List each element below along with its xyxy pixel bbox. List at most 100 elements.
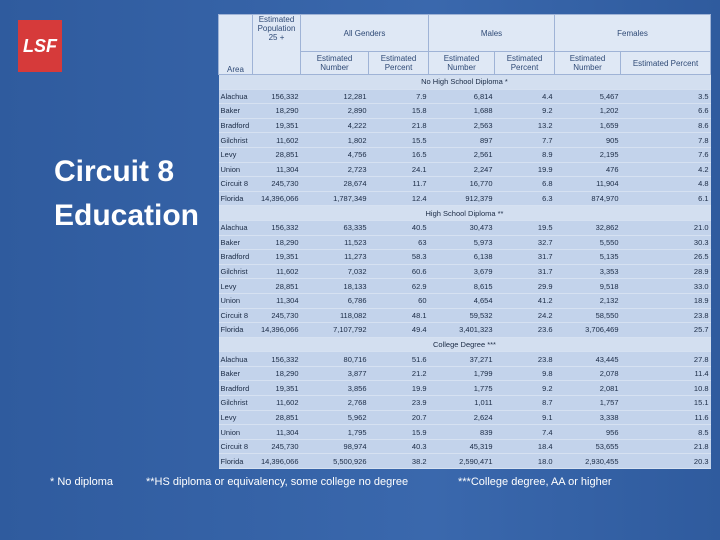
area-name: Florida <box>218 191 253 207</box>
cell: 11,602 <box>252 395 301 411</box>
cell: 14,396,066 <box>252 191 301 207</box>
cell: 30,473 <box>428 220 495 236</box>
data-row: Florida 14,396,066 7,107,792 49.4 3,401,323 2… <box>218 322 711 338</box>
cell: 7.7 <box>494 132 555 148</box>
cell: 8.6 <box>620 118 711 134</box>
data-row: Levy 28,851 5,962 20.7 2,624 9.1 3,338 11.6 <box>218 410 711 426</box>
cell: 1,757 <box>554 395 621 411</box>
sub-header: Estimated Percent <box>620 51 712 75</box>
cell: 19.9 <box>494 162 555 178</box>
cell: 24.2 <box>494 308 555 324</box>
data-row: Baker 18,290 2,890 15.8 1,688 9.2 1,202 6.6 <box>218 103 711 119</box>
cell: 156,332 <box>252 89 301 105</box>
data-row: Bradford 19,351 4,222 21.8 2,563 13.2 1,659 8.6 <box>218 118 711 134</box>
cell: 4.2 <box>620 162 711 178</box>
data-row: Levy 28,851 18,133 62.9 8,615 29.9 9,518 33.0 <box>218 278 711 294</box>
area-name: Circuit 8 <box>218 308 253 324</box>
area-name: Gilchrist <box>218 395 253 411</box>
cell: 4.8 <box>620 176 711 192</box>
cell: 28.9 <box>620 264 711 280</box>
data-row: Circuit 8 245,730 28,674 11.7 16,770 6.8 11,90… <box>218 176 711 192</box>
cell: 60.6 <box>368 264 429 280</box>
data-row: Gilchrist 11,602 7,032 60.6 3,679 31.7 3,353 28… <box>218 264 711 280</box>
cell: 11,602 <box>252 264 301 280</box>
table-header: Area Estimated Population 25 + All Gende… <box>218 14 712 75</box>
cell: 2,132 <box>554 293 621 309</box>
cell: 8,615 <box>428 278 495 294</box>
cell: 9.1 <box>494 410 555 426</box>
area-name: Bradford <box>218 249 253 265</box>
cell: 23.8 <box>620 308 711 324</box>
cell: 40.3 <box>368 439 429 455</box>
area-name: Baker <box>218 103 253 119</box>
cell: 15.5 <box>368 132 429 148</box>
cell: 7.6 <box>620 147 711 163</box>
cell: 2,081 <box>554 380 621 397</box>
cell: 12,281 <box>300 89 369 105</box>
cell: 49.4 <box>368 322 429 338</box>
cell: 1,795 <box>300 424 369 440</box>
cell: 15.1 <box>620 395 711 411</box>
cell: 21.8 <box>368 118 429 134</box>
area-name: Union <box>218 293 253 309</box>
cell: 6,814 <box>428 89 495 105</box>
area-name: Florida <box>218 322 253 338</box>
cell: 2,930,455 <box>554 453 621 470</box>
data-row: Florida 14,396,066 5,500,926 38.2 2,590,471 1… <box>218 453 711 470</box>
cell: 28,851 <box>252 147 301 163</box>
cell: 19,351 <box>252 380 301 397</box>
cell: 6.8 <box>494 176 555 192</box>
section-label: High School Diploma ** <box>218 205 711 221</box>
cell: 59,532 <box>428 308 495 324</box>
cell: 6.1 <box>620 191 711 207</box>
cell: 19.5 <box>494 220 555 236</box>
footnote: **HS diploma or equivalency, some colleg… <box>146 476 409 488</box>
cell: 1,802 <box>300 132 369 148</box>
cell: 7.4 <box>494 424 555 440</box>
cell: 10.8 <box>620 380 711 397</box>
sub-header: Estimated Percent <box>494 51 556 75</box>
area-name: Union <box>218 162 253 178</box>
group-header: Males <box>428 14 556 52</box>
cell: 20.7 <box>368 410 429 426</box>
cell: 5,467 <box>554 89 621 105</box>
cell: 2,247 <box>428 162 495 178</box>
cell: 58,550 <box>554 308 621 324</box>
cell: 32.7 <box>494 235 555 251</box>
cell: 14,396,066 <box>252 322 301 338</box>
cell: 12.4 <box>368 191 429 207</box>
cell: 8.7 <box>494 395 555 411</box>
cell: 19,351 <box>252 249 301 265</box>
cell: 912,379 <box>428 191 495 207</box>
cell: 156,332 <box>252 351 301 367</box>
cell: 11,273 <box>300 249 369 265</box>
cell: 7,032 <box>300 264 369 280</box>
cell: 4,756 <box>300 147 369 163</box>
population-header: Estimated Population 25 + <box>252 14 301 75</box>
cell: 1,011 <box>428 395 495 411</box>
cell: 11.6 <box>620 410 711 426</box>
cell: 7.9 <box>368 89 429 105</box>
footnotes: * No diploma **HS diploma or equivalency… <box>0 476 720 490</box>
data-row: Baker 18,290 3,877 21.2 1,799 9.8 2,078 11.4 <box>218 366 711 382</box>
cell: 32,862 <box>554 220 621 236</box>
cell: 8.5 <box>620 424 711 440</box>
section-row: No High School Diploma * <box>218 74 711 90</box>
area-name: Union <box>218 424 253 440</box>
cell: 31.7 <box>494 249 555 265</box>
cell: 6,786 <box>300 293 369 309</box>
cell: 2,890 <box>300 103 369 119</box>
cell: 11.4 <box>620 366 711 382</box>
cell: 30.3 <box>620 235 711 251</box>
cell: 33.0 <box>620 278 711 294</box>
cell: 15.8 <box>368 103 429 119</box>
cell: 2,563 <box>428 118 495 134</box>
data-row: Bradford 19,351 11,273 58.3 6,138 31.7 5,135 26… <box>218 249 711 265</box>
cell: 29.9 <box>494 278 555 294</box>
cell: 23.9 <box>368 395 429 411</box>
cell: 905 <box>554 132 621 148</box>
cell: 11,602 <box>252 132 301 148</box>
cell: 156,332 <box>252 220 301 236</box>
area-name: Gilchrist <box>218 132 253 148</box>
